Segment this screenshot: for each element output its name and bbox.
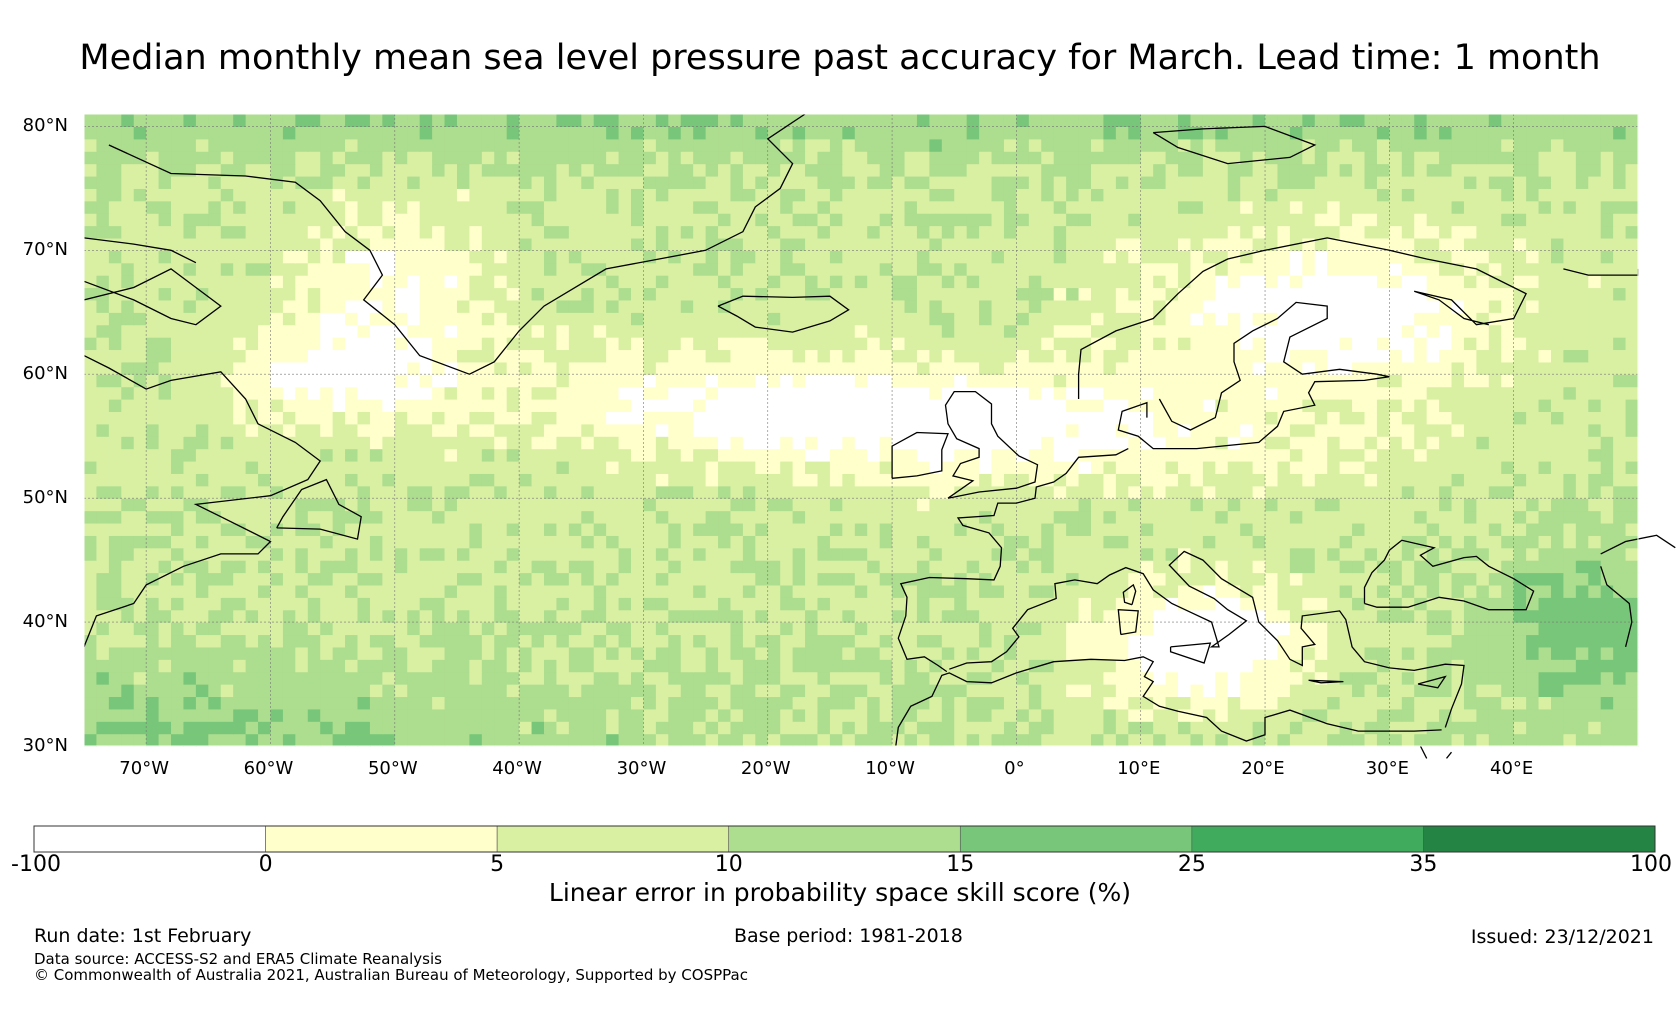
coastline [897, 448, 1129, 673]
lat-tick-label: 40°N [22, 611, 68, 633]
data-source: Data source: ACCESS-S2 and ERA5 Climate … [34, 950, 442, 968]
run-date: Run date: 1st February [34, 925, 252, 947]
coastline [1117, 609, 1139, 636]
colorbar-tick-label: 25 [1177, 852, 1206, 877]
coastline [83, 268, 222, 326]
colorbar-tick-label: 5 [490, 852, 505, 877]
colorbar-swatch [728, 825, 961, 853]
colorbar-swatch [33, 825, 266, 853]
colorbar-swatch [265, 825, 498, 853]
coastline [1152, 125, 1317, 165]
lon-tick-label: 10°E [1117, 758, 1161, 779]
coastline [1417, 675, 1447, 689]
base-period: Base period: 1981-2018 [734, 925, 963, 947]
lon-tick-label: 40°W [492, 758, 542, 779]
coastline [1363, 539, 1535, 611]
colorbar-tick-label: 0 [258, 852, 273, 877]
coastline [1600, 566, 1633, 648]
lat-tick-label: 30°N [22, 735, 68, 756]
colorbar-tick-label: 15 [946, 852, 975, 877]
lat-tick-label: 50°N [22, 487, 68, 509]
colorbar-tick-label: -100 [11, 852, 61, 877]
lon-tick-label: 50°W [367, 758, 418, 779]
coastlines [83, 113, 1676, 759]
lon-tick-label: 60°W [243, 758, 294, 779]
coastline [891, 431, 949, 479]
coastline [108, 113, 806, 375]
coastline [1419, 745, 1428, 759]
colorbar-swatch [1191, 825, 1424, 853]
lon-tick-label: 40°E [1490, 758, 1534, 779]
coastline [949, 550, 1465, 728]
colorbar-swatch [1423, 825, 1656, 853]
coastline [1169, 642, 1212, 664]
lon-tick-label: 30°W [616, 758, 667, 779]
colorbar-tick-label: 10 [714, 852, 743, 877]
coastline [1077, 237, 1527, 399]
coastline [717, 295, 850, 333]
copyright: © Commonwealth of Australia 2021, Austra… [34, 966, 748, 984]
lon-tick-label: 30°E [1365, 758, 1409, 779]
coastline [1117, 301, 1390, 450]
coastline [1445, 751, 1453, 759]
lon-tick-label: 20°W [740, 758, 791, 779]
colorbar-swatch [496, 825, 730, 853]
coastline [1122, 583, 1137, 606]
colorbar-tick-label: 35 [1409, 852, 1438, 877]
coastline [1600, 534, 1676, 555]
lon-tick-label: 0° [1004, 758, 1025, 779]
lon-tick-label: 10°W [865, 758, 915, 779]
coastline [276, 478, 362, 540]
coastline [1308, 679, 1344, 684]
issued-date: Issued: 23/12/2021 [1470, 926, 1654, 948]
coastline [895, 656, 1442, 747]
colorbar-tick-label: 100 [1630, 852, 1672, 877]
colorbar-label: Linear error in probability space skill … [548, 878, 1132, 907]
colorbar-swatch [959, 825, 1193, 853]
chart-title: Median monthly mean sea level pressure p… [79, 38, 1601, 78]
lon-tick-label: 70°W [119, 758, 170, 779]
lon-tick-label: 20°E [1241, 758, 1285, 779]
lat-tick-label: 80°N [22, 115, 68, 137]
coastline [83, 355, 322, 648]
coastline [83, 237, 197, 264]
coastline [944, 390, 1039, 499]
lat-tick-label: 60°N [22, 363, 68, 385]
lat-tick-label: 70°N [22, 239, 68, 261]
